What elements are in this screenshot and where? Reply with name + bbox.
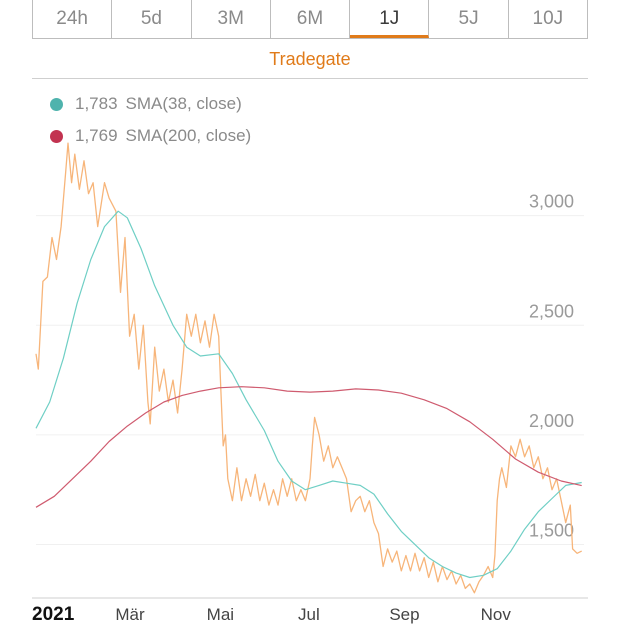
- tab-6m[interactable]: 6M: [271, 0, 351, 38]
- legend-value-sma200: 1,769: [75, 126, 118, 145]
- x-tick-label-2021: 2021: [32, 604, 75, 625]
- legend-dot-sma200: [50, 129, 63, 143]
- legend-sma38[interactable]: 1,783 SMA(38, close): [50, 92, 242, 116]
- x-tick-label-Jul: Jul: [298, 605, 320, 624]
- tab-3m[interactable]: 3M: [192, 0, 271, 38]
- price-line: [35, 142, 582, 594]
- legend-label-sma200: SMA(200, close): [125, 126, 252, 145]
- legend-sma200[interactable]: 1,769 SMA(200, close): [50, 124, 251, 148]
- x-tick-label-Sep: Sep: [389, 605, 419, 624]
- exchange-selector[interactable]: Tradegate: [32, 40, 588, 79]
- sma200-line: [35, 386, 582, 508]
- tab-5d[interactable]: 5d: [112, 0, 192, 38]
- tab-1j[interactable]: 1J: [350, 0, 430, 38]
- x-tick-label-Nov: Nov: [481, 605, 512, 624]
- legend-label-sma38: SMA(38, close): [125, 94, 242, 113]
- legend-dot-sma38: [50, 97, 63, 111]
- price-chart[interactable]: 3,000 2,500 2,000 1,500 2021 Mär Mai Jul Sep Nov: [0, 80, 620, 640]
- x-tick-label-Mär: Mär: [115, 605, 145, 624]
- tab-5j[interactable]: 5J: [429, 0, 509, 38]
- tab-24h[interactable]: 24h: [32, 0, 113, 38]
- timeframe-tabs: 24h 5d 3M 6M 1J 5J 10J: [32, 0, 588, 39]
- sma38-line: [35, 210, 582, 579]
- tab-10j[interactable]: 10J: [509, 0, 588, 38]
- y-tick-label-1500: 1,500: [529, 521, 574, 541]
- y-tick-label-2000: 2,000: [529, 411, 574, 431]
- x-tick-label-Mai: Mai: [207, 605, 234, 624]
- y-tick-label-2500: 2,500: [529, 301, 574, 321]
- y-tick-label-3000: 3,000: [529, 192, 574, 212]
- legend-value-sma38: 1,783: [75, 94, 118, 113]
